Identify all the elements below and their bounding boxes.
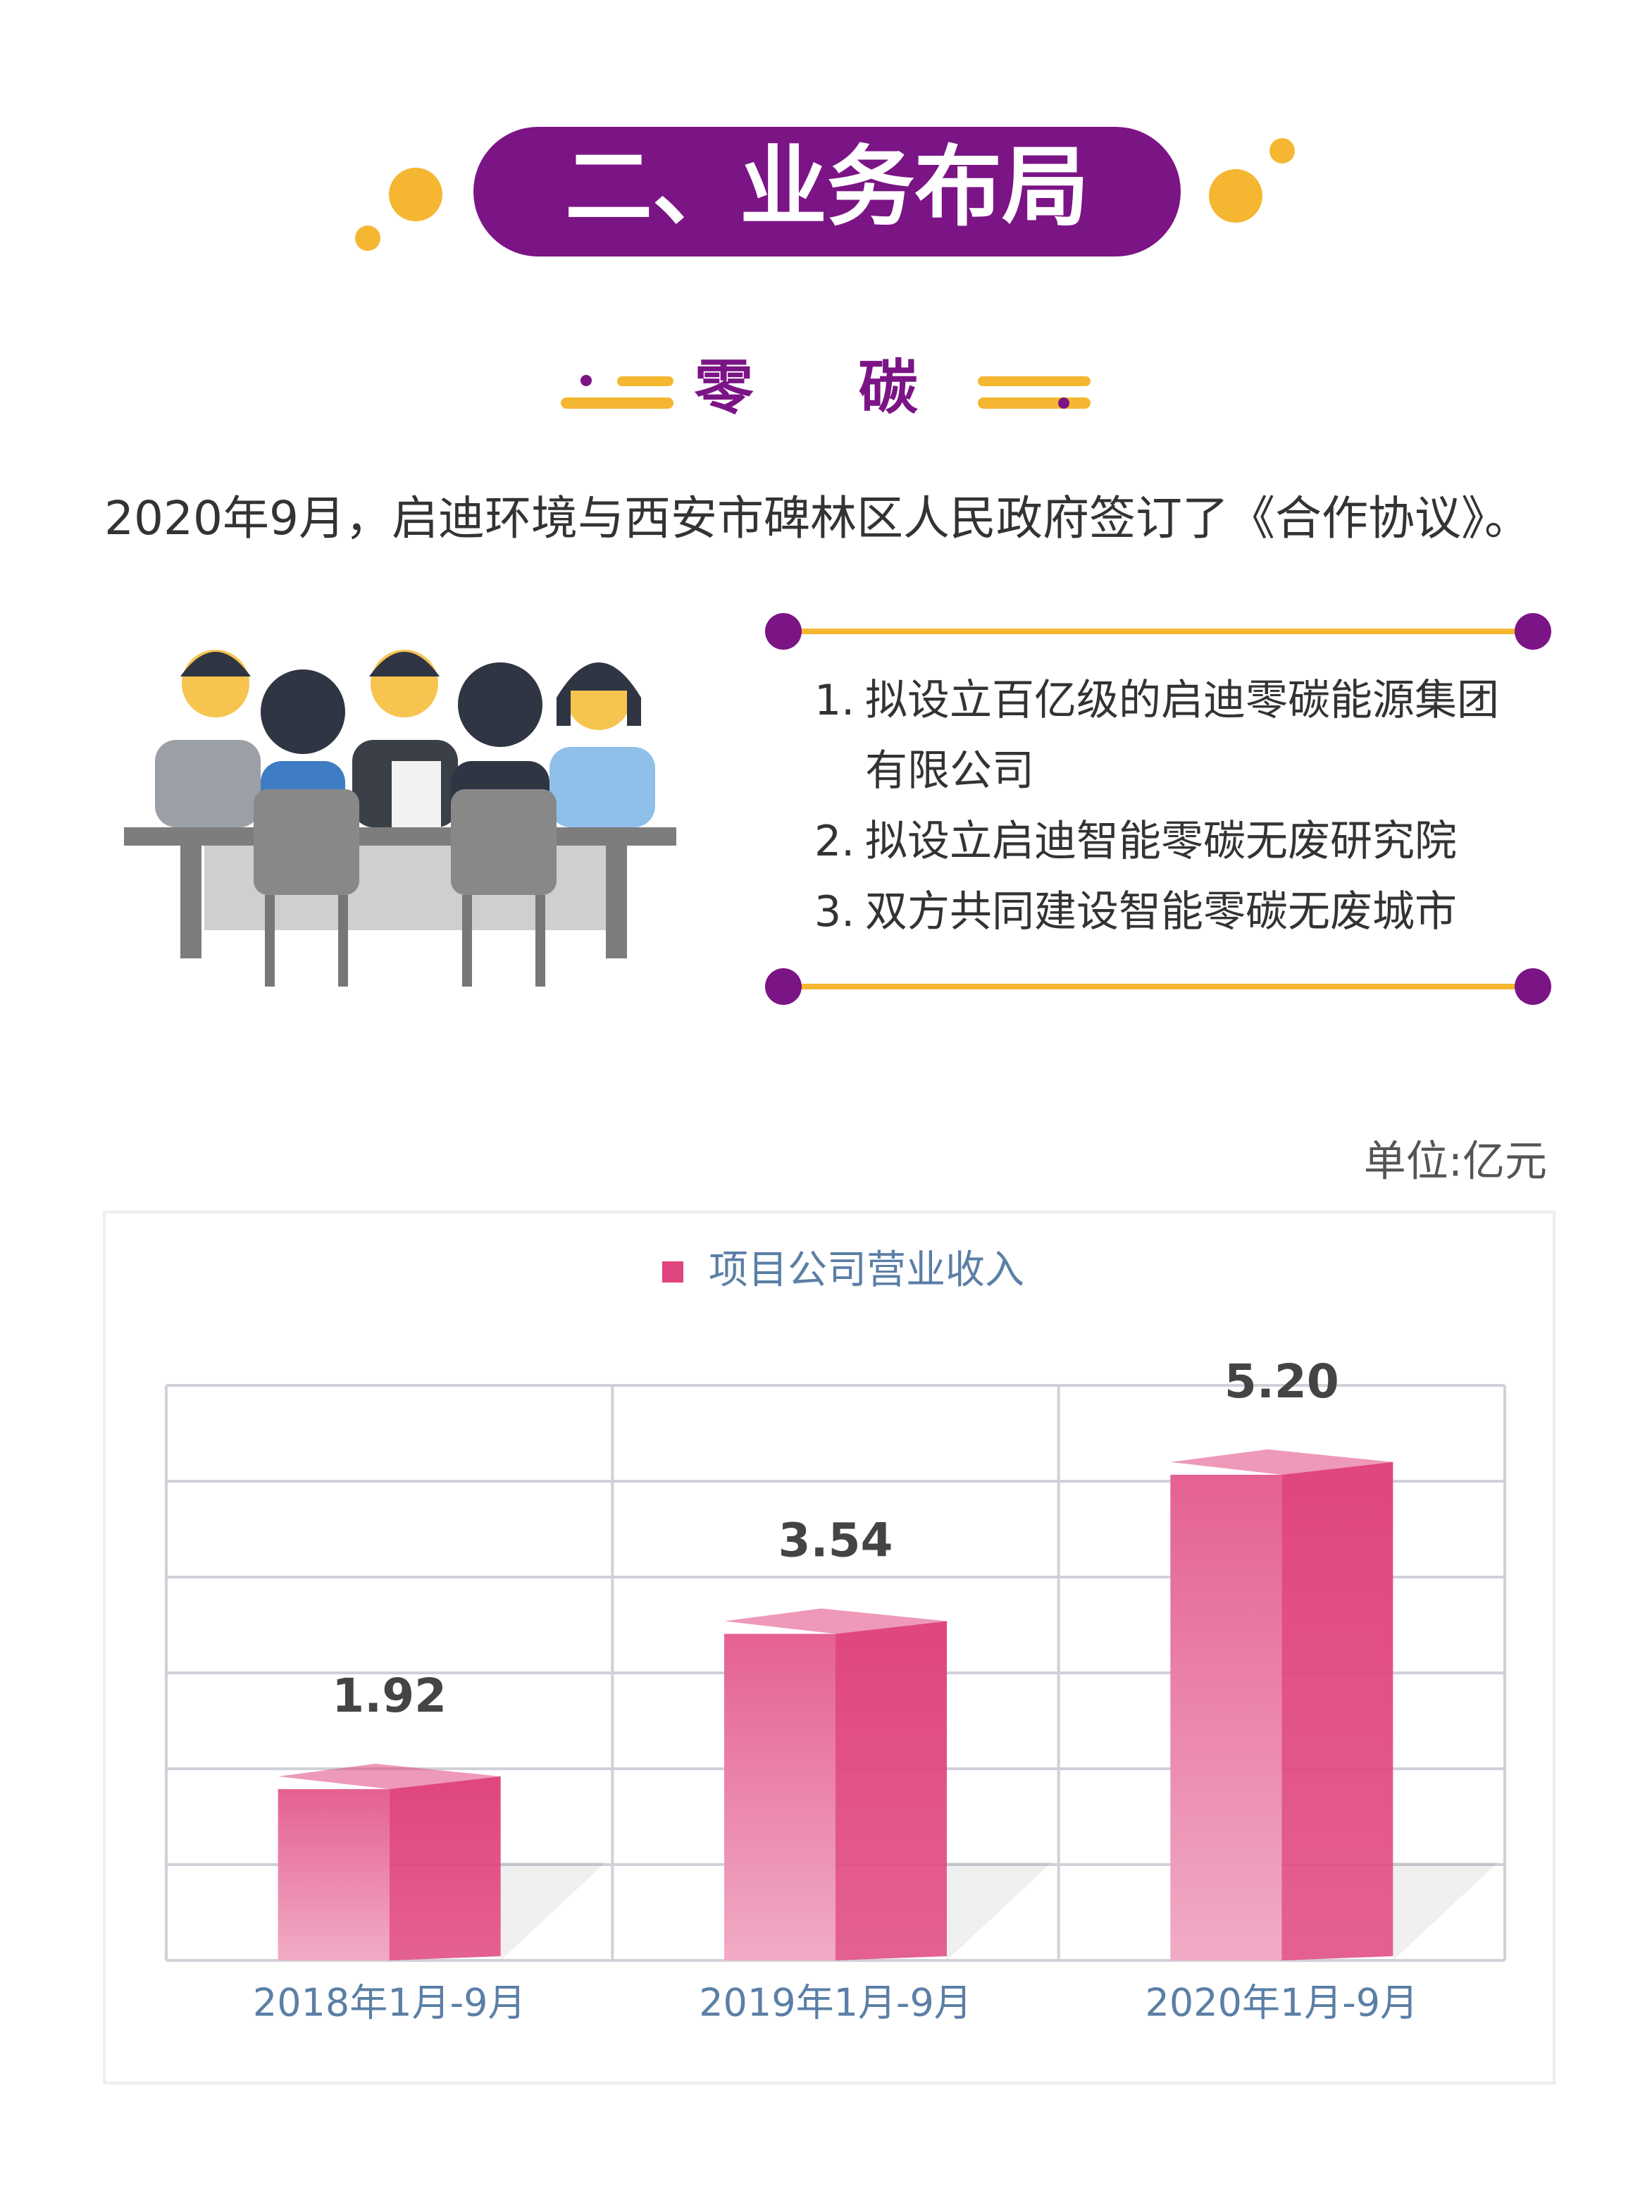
bar bbox=[1170, 1449, 1499, 1960]
decor bbox=[1209, 169, 1262, 223]
legend: 项目公司营业收入 bbox=[662, 1247, 1024, 1293]
bar-side bbox=[1281, 1462, 1393, 1960]
list-number: 2. bbox=[814, 817, 855, 866]
list-text: 双方共同建设智能零碳无废城市 bbox=[865, 887, 1457, 937]
x-tick-label: 2018年1月-9月 bbox=[253, 1981, 526, 2025]
value-label: 5.20 bbox=[1224, 1354, 1339, 1409]
list-number: 3. bbox=[814, 887, 855, 937]
bar-shadow bbox=[1393, 1862, 1499, 1960]
bar-front bbox=[278, 1788, 390, 1960]
list-frame bbox=[765, 613, 1551, 1005]
bar-side bbox=[389, 1776, 501, 1960]
bar-top bbox=[1170, 1449, 1393, 1475]
bar-shadow bbox=[947, 1862, 1052, 1960]
subtitle: 零 碳 bbox=[694, 353, 959, 422]
legend-swatch bbox=[662, 1261, 683, 1283]
bar-shadow bbox=[500, 1862, 607, 1960]
list-number: 1. bbox=[814, 676, 855, 725]
bar-front bbox=[724, 1633, 836, 1960]
bar bbox=[278, 1763, 607, 1960]
legend-label: 项目公司营业收入 bbox=[709, 1247, 1024, 1293]
bar-side bbox=[836, 1621, 947, 1960]
bar-top bbox=[724, 1608, 947, 1634]
meeting-illustration bbox=[124, 650, 676, 987]
title: 二、业务布局 bbox=[565, 137, 1089, 238]
decor bbox=[389, 168, 442, 221]
value-label: 3.54 bbox=[778, 1514, 893, 1568]
unit: 单位:亿元 bbox=[1364, 1137, 1547, 1187]
value-label: 1.92 bbox=[332, 1669, 447, 1723]
title-pill bbox=[473, 127, 1181, 257]
x-tick-label: 2020年1月-9月 bbox=[1145, 1981, 1419, 2025]
bar-top bbox=[278, 1763, 501, 1789]
bar-front bbox=[1170, 1474, 1282, 1960]
list-text: 拟设立启迪智能零碳无废研究院 bbox=[865, 817, 1457, 866]
list-text: 拟设立百亿级的启迪零碳能源集团有限公司 bbox=[865, 676, 1499, 796]
intro: 2020年9月，启迪环境与西安市碑林区人民政府签订了《合作协议》。 bbox=[104, 491, 1531, 545]
decor bbox=[1269, 138, 1295, 163]
decor bbox=[355, 225, 380, 251]
decor bbox=[561, 375, 1091, 409]
bar bbox=[724, 1608, 1052, 1960]
x-tick-label: 2019年1月-9月 bbox=[699, 1981, 972, 2025]
